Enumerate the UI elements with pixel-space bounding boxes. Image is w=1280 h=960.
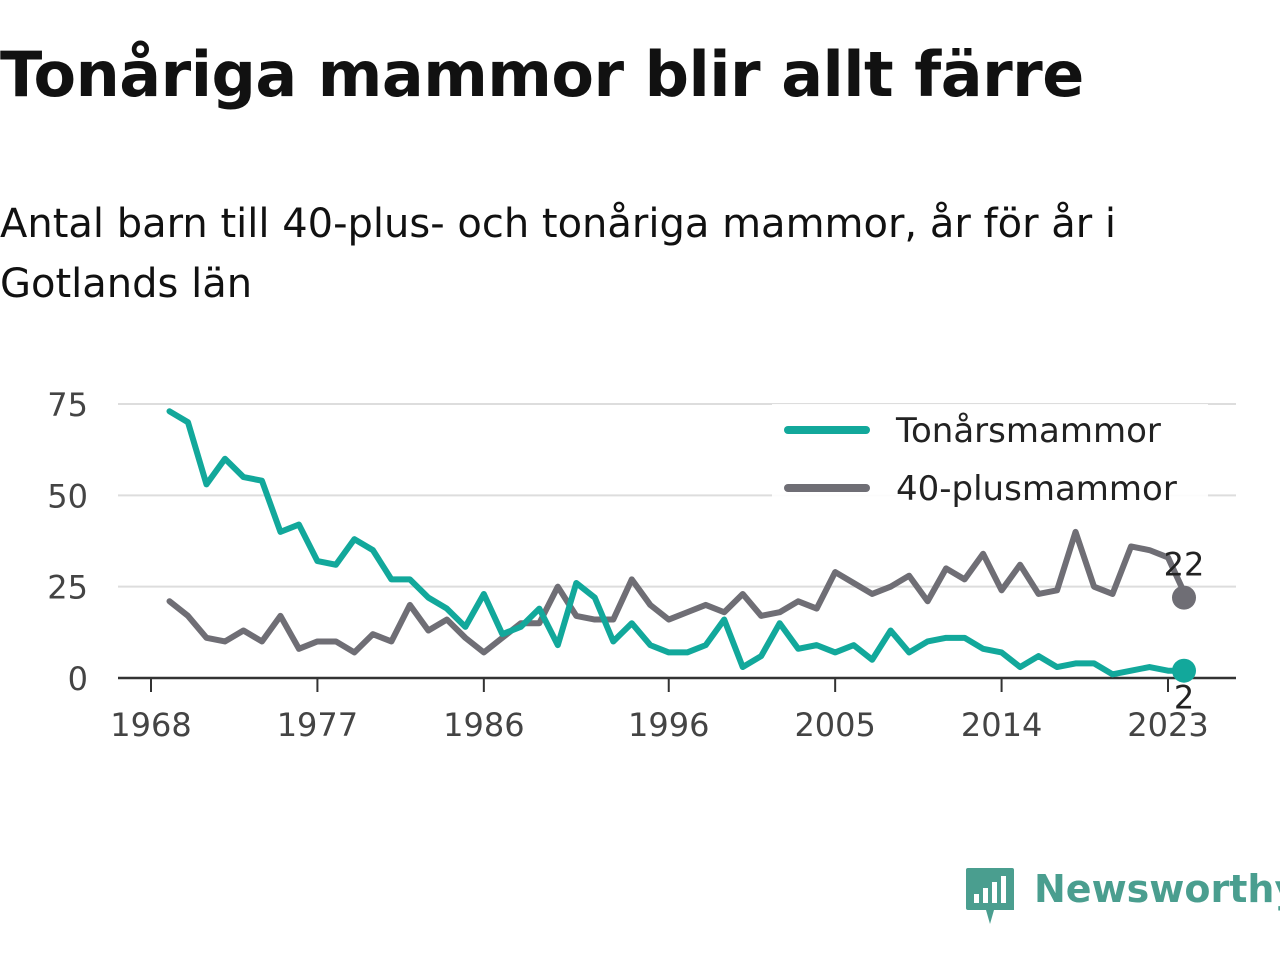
y-axis: 0 25 50 75	[47, 386, 88, 698]
end-point-marker	[1172, 658, 1196, 683]
x-tick-label: 2023	[1127, 706, 1208, 744]
x-tick-label: 1977	[277, 706, 358, 744]
end-point-marker	[1172, 585, 1196, 610]
x-tick-label: 2014	[961, 706, 1042, 744]
end-markers: 222	[1164, 546, 1205, 717]
x-axis: 1968 1977 1986 1996 2005 2014 2023	[110, 676, 1236, 744]
end-value-label: 2	[1174, 679, 1194, 717]
y-tick-label: 25	[47, 569, 88, 607]
series-line-tonarsmammor	[166, 408, 1190, 678]
legend: Tonårsmammor 40-plusmammor	[772, 404, 1208, 522]
x-tick-label: 1986	[443, 706, 524, 744]
x-tick-label: 1968	[110, 706, 191, 744]
newsworthy-logo-icon	[966, 868, 1014, 924]
chart-subtitle: Antal barn till 40-plus- och tonåriga ma…	[0, 201, 1117, 307]
legend-background	[772, 404, 1208, 522]
brand-name: Newsworthy	[1034, 867, 1280, 911]
chart-title: Tonåriga mammor blir allt färre	[0, 38, 1084, 111]
series-lines	[166, 408, 1190, 678]
x-tick-label: 1996	[628, 706, 709, 744]
y-tick-label: 75	[47, 386, 88, 424]
y-tick-label: 50	[47, 477, 88, 515]
legend-label: Tonårsmammor	[895, 411, 1161, 451]
newsworthy-logo: Newsworthy	[964, 866, 1280, 926]
series-line-40-plusmammor	[166, 528, 1190, 656]
end-value-label: 22	[1164, 546, 1205, 584]
x-tick-label: 2005	[794, 706, 875, 744]
y-tick-label: 0	[68, 660, 88, 698]
legend-label: 40-plusmammor	[896, 469, 1177, 509]
